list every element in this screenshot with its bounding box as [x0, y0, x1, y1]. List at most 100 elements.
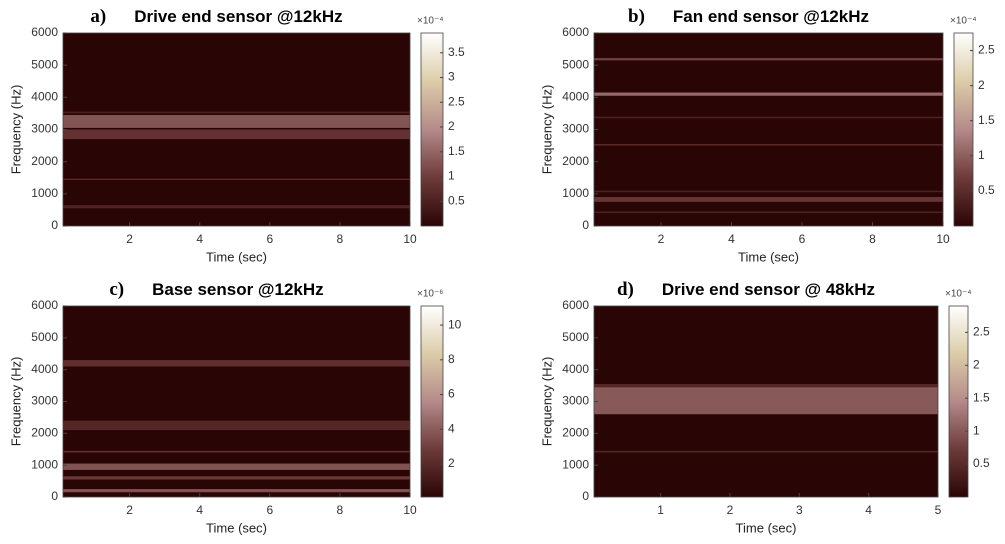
y-tick-label: 3000	[562, 122, 589, 136]
y-tick-label: 5000	[31, 57, 58, 71]
y-tick-label: 4000	[562, 90, 589, 104]
y-tick-label: 5000	[562, 330, 589, 344]
y-axis-label: Frequency (Hz)	[539, 85, 554, 175]
spectral-band	[594, 92, 943, 96]
x-tick-label: 3	[796, 503, 803, 517]
spectral-band	[63, 476, 410, 480]
y-tick-label: 6000	[562, 298, 589, 312]
spectral-band	[594, 197, 943, 202]
x-tick-label: 5	[935, 503, 942, 517]
colorbar-tick-label: 2	[448, 119, 455, 133]
x-tick-label: 8	[869, 232, 876, 246]
colorbar-tick-label: 1	[978, 148, 985, 162]
colorbar-tick-label: 0.5	[978, 183, 995, 197]
x-tick-label: 6	[266, 232, 273, 246]
colorbar	[420, 305, 444, 498]
x-tick-label: 2	[126, 232, 133, 246]
spectral-band	[63, 489, 410, 493]
colorbar-tick-label: 2.5	[448, 94, 465, 108]
y-tick-label: 5000	[31, 330, 58, 344]
spectral-band	[63, 129, 410, 140]
panel-label: b)	[628, 6, 645, 27]
x-tick-label: 6	[799, 232, 806, 246]
y-tick-label: 3000	[31, 122, 58, 136]
colorbar-tick-label: 4	[448, 421, 455, 435]
x-axis-label: Time (sec)	[736, 520, 797, 535]
y-tick-label: 4000	[562, 362, 589, 376]
colorbar-tick-label: 2	[978, 78, 985, 92]
x-tick-label: 10	[936, 232, 950, 246]
colorbar-tick-label: 3	[448, 70, 455, 84]
spectral-band	[63, 178, 410, 181]
title: Drive end sensor @12kHz	[134, 7, 342, 26]
spectral-band	[63, 111, 410, 114]
spectral-band	[594, 143, 943, 146]
y-tick-label: 3000	[31, 394, 58, 408]
spectral-band	[63, 360, 410, 367]
x-tick-label: 1	[657, 503, 664, 517]
x-tick-label: 2	[658, 232, 665, 246]
x-tick-label: 4	[865, 503, 872, 517]
y-axis-label: Frequency (Hz)	[8, 357, 23, 447]
y-tick-label: 4000	[31, 362, 58, 376]
y-tick-label: 2000	[31, 154, 58, 168]
colorbar-tick-label: 0.5	[973, 456, 990, 470]
y-tick-label: 6000	[562, 25, 589, 39]
plot-background	[594, 33, 943, 226]
colorbar-tick-label: 3.5	[448, 45, 465, 59]
colorbar-exponent: ×10⁻⁴	[417, 16, 444, 27]
spectral-band	[594, 387, 938, 415]
x-tick-label: 2	[727, 503, 734, 517]
spectral-band	[63, 205, 410, 209]
y-tick-label: 6000	[31, 298, 58, 312]
colorbar-tick-label: 2	[973, 357, 980, 371]
x-tick-label: 6	[266, 503, 273, 517]
spectral-band	[594, 383, 938, 388]
colorbar	[948, 305, 969, 498]
title: Base sensor @12kHz	[152, 280, 324, 299]
x-tick-label: 2	[126, 503, 133, 517]
y-tick-label: 0	[582, 489, 589, 503]
panel-label: c)	[109, 279, 124, 300]
x-tick-label: 4	[196, 503, 203, 517]
y-axis-label: Frequency (Hz)	[8, 85, 23, 175]
x-tick-label: 10	[403, 503, 417, 517]
spectral-band	[63, 450, 410, 453]
x-axis-label: Time (sec)	[206, 249, 267, 264]
y-tick-label: 4000	[31, 90, 58, 104]
x-tick-label: 8	[337, 232, 344, 246]
y-tick-label: 0	[51, 218, 58, 232]
colorbar-tick-label: 1.5	[978, 113, 995, 127]
y-tick-label: 1000	[562, 186, 589, 200]
colorbar-tick-label: 2.5	[978, 43, 995, 57]
y-tick-label: 2000	[562, 154, 589, 168]
colorbar-tick-label: 6	[448, 387, 455, 401]
spectral-band	[594, 450, 938, 453]
y-tick-label: 3000	[562, 394, 589, 408]
colorbar-tick-label: 10	[448, 317, 462, 331]
panel-title: d) Drive end sensor @ 48kHz	[617, 279, 875, 300]
panel-label: a)	[90, 6, 106, 27]
y-tick-label: 5000	[562, 57, 589, 71]
title: Drive end sensor @ 48kHz	[662, 280, 875, 299]
colorbar-exponent: ×10⁻⁴	[945, 289, 972, 300]
colorbar-tick-label: 2	[448, 456, 455, 470]
x-tick-label: 4	[728, 232, 735, 246]
y-tick-label: 2000	[31, 426, 58, 440]
spectral-band	[594, 58, 943, 61]
colorbar-tick-label: 2.5	[973, 325, 990, 339]
spectral-band	[63, 463, 410, 470]
x-tick-label: 4	[196, 232, 203, 246]
y-tick-label: 1000	[31, 457, 58, 471]
y-tick-label: 1000	[562, 457, 589, 471]
title: Fan end sensor @12kHz	[673, 7, 869, 26]
x-tick-label: 10	[403, 232, 417, 246]
y-axis-label: Frequency (Hz)	[539, 357, 554, 447]
colorbar-tick-label: 8	[448, 352, 455, 366]
colorbar	[953, 32, 974, 227]
y-tick-label: 0	[582, 218, 589, 232]
colorbar-tick-label: 1.5	[448, 144, 465, 158]
colorbar-exponent: ×10⁻⁶	[417, 289, 443, 300]
colorbar	[420, 32, 444, 227]
colorbar-tick-label: 1	[448, 169, 455, 183]
